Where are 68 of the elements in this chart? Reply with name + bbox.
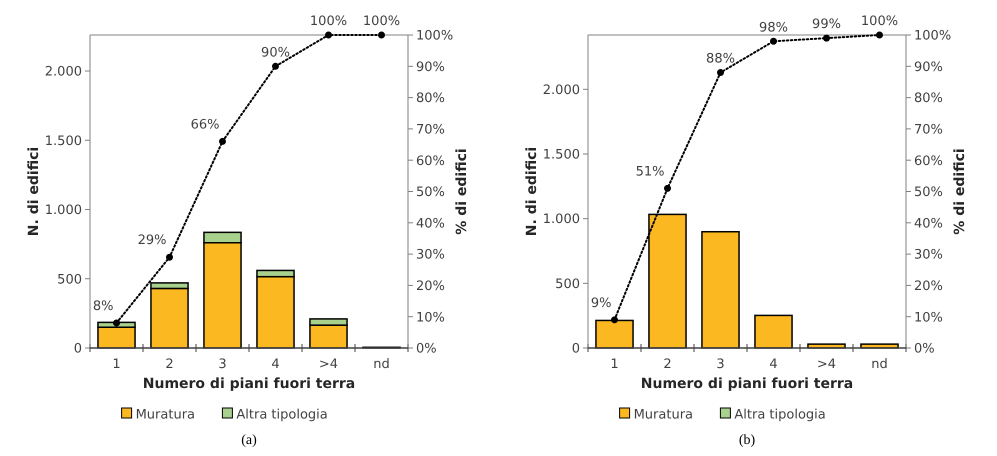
- y2-tick-label: 100%: [416, 28, 454, 44]
- data-label: 99%: [812, 17, 841, 32]
- data-label: 8%: [92, 298, 114, 314]
- y2-tick-label: 100%: [914, 28, 952, 44]
- y2-tick-label: 40%: [914, 216, 943, 232]
- y2-tick-label: 40%: [416, 216, 445, 232]
- y2-tick-label: 0%: [914, 342, 935, 357]
- y-tick-label: 0: [74, 342, 82, 357]
- x-tick-label: 3: [716, 357, 725, 372]
- y2-tick-label: 10%: [914, 310, 943, 326]
- y2-tick-label: 80%: [914, 91, 943, 106]
- y-tick-label: 1.500: [44, 134, 82, 149]
- y2-tick-label: 20%: [914, 278, 943, 294]
- y2-tick-label: 70%: [914, 122, 943, 138]
- data-label: 90%: [261, 45, 290, 60]
- y2-tick-label: 90%: [914, 60, 943, 75]
- x-tick-label: 2: [165, 357, 174, 372]
- x-tick-label: nd: [373, 357, 390, 372]
- text: (a): [241, 433, 258, 448]
- x-tick-label: 4: [769, 357, 778, 372]
- data-label: 51%: [636, 164, 664, 180]
- x-tick-label: 4: [271, 357, 280, 372]
- y-tick-label: 500: [57, 272, 82, 288]
- y2-tick-label: 70%: [416, 122, 445, 138]
- y-tick-label: 500: [555, 276, 580, 292]
- text: (b): [738, 433, 756, 448]
- y-axis-title: N. di edifici: [26, 146, 42, 236]
- x-tick-label: 3: [218, 357, 227, 372]
- y2-tick-label: 10%: [416, 310, 445, 326]
- data-label: 88%: [706, 52, 735, 67]
- data-label: 9%: [590, 296, 612, 311]
- y2-tick-label: 90%: [416, 60, 445, 75]
- x-tick-label: 1: [112, 357, 121, 372]
- y-tick-label: 1.000: [44, 203, 82, 218]
- y-axis-title: N. di edifici: [524, 146, 540, 236]
- x-tick-label: nd: [871, 357, 888, 372]
- y2-tick-label: 20%: [416, 278, 445, 294]
- data-label: 100%: [310, 14, 348, 29]
- x-tick-label: 1: [610, 357, 619, 372]
- y2-axis-title: % di edifici: [952, 148, 968, 235]
- x-tick-label: >4: [318, 357, 338, 372]
- data-label: 66%: [190, 117, 220, 132]
- legend-label: Altra tipologia: [734, 408, 826, 423]
- x-axis-title: Numero di piani fuori terra: [640, 376, 854, 392]
- data-label: 29%: [138, 233, 166, 248]
- legend-label: Altra tipologia: [236, 408, 328, 423]
- y2-tick-label: 60%: [914, 154, 943, 169]
- legend-label: Muratura: [634, 408, 694, 423]
- y2-tick-label: 60%: [416, 154, 445, 169]
- y-tick-label: 1.500: [542, 148, 580, 163]
- x-tick-label: >4: [816, 357, 836, 372]
- y-tick-label: 0: [572, 342, 580, 357]
- x-tick-label: 2: [663, 357, 672, 372]
- y2-tick-label: 30%: [416, 248, 445, 263]
- x-axis-title: Numero di piani fuori terra: [142, 376, 356, 392]
- y2-tick-label: 50%: [416, 185, 445, 200]
- data-label: 100%: [860, 14, 898, 29]
- y2-axis-title: % di edifici: [454, 148, 470, 235]
- y-tick-label: 2.000: [542, 82, 580, 98]
- data-label: 100%: [362, 14, 400, 29]
- y2-tick-label: 80%: [416, 91, 445, 106]
- y2-tick-label: 50%: [914, 185, 943, 200]
- y2-tick-label: 0%: [416, 342, 437, 357]
- y-tick-label: 1.000: [542, 212, 580, 228]
- y-tick-label: 2.000: [44, 64, 82, 80]
- legend-label: Muratura: [136, 408, 196, 423]
- data-label: 98%: [759, 20, 788, 36]
- y2-tick-label: 30%: [914, 248, 943, 263]
